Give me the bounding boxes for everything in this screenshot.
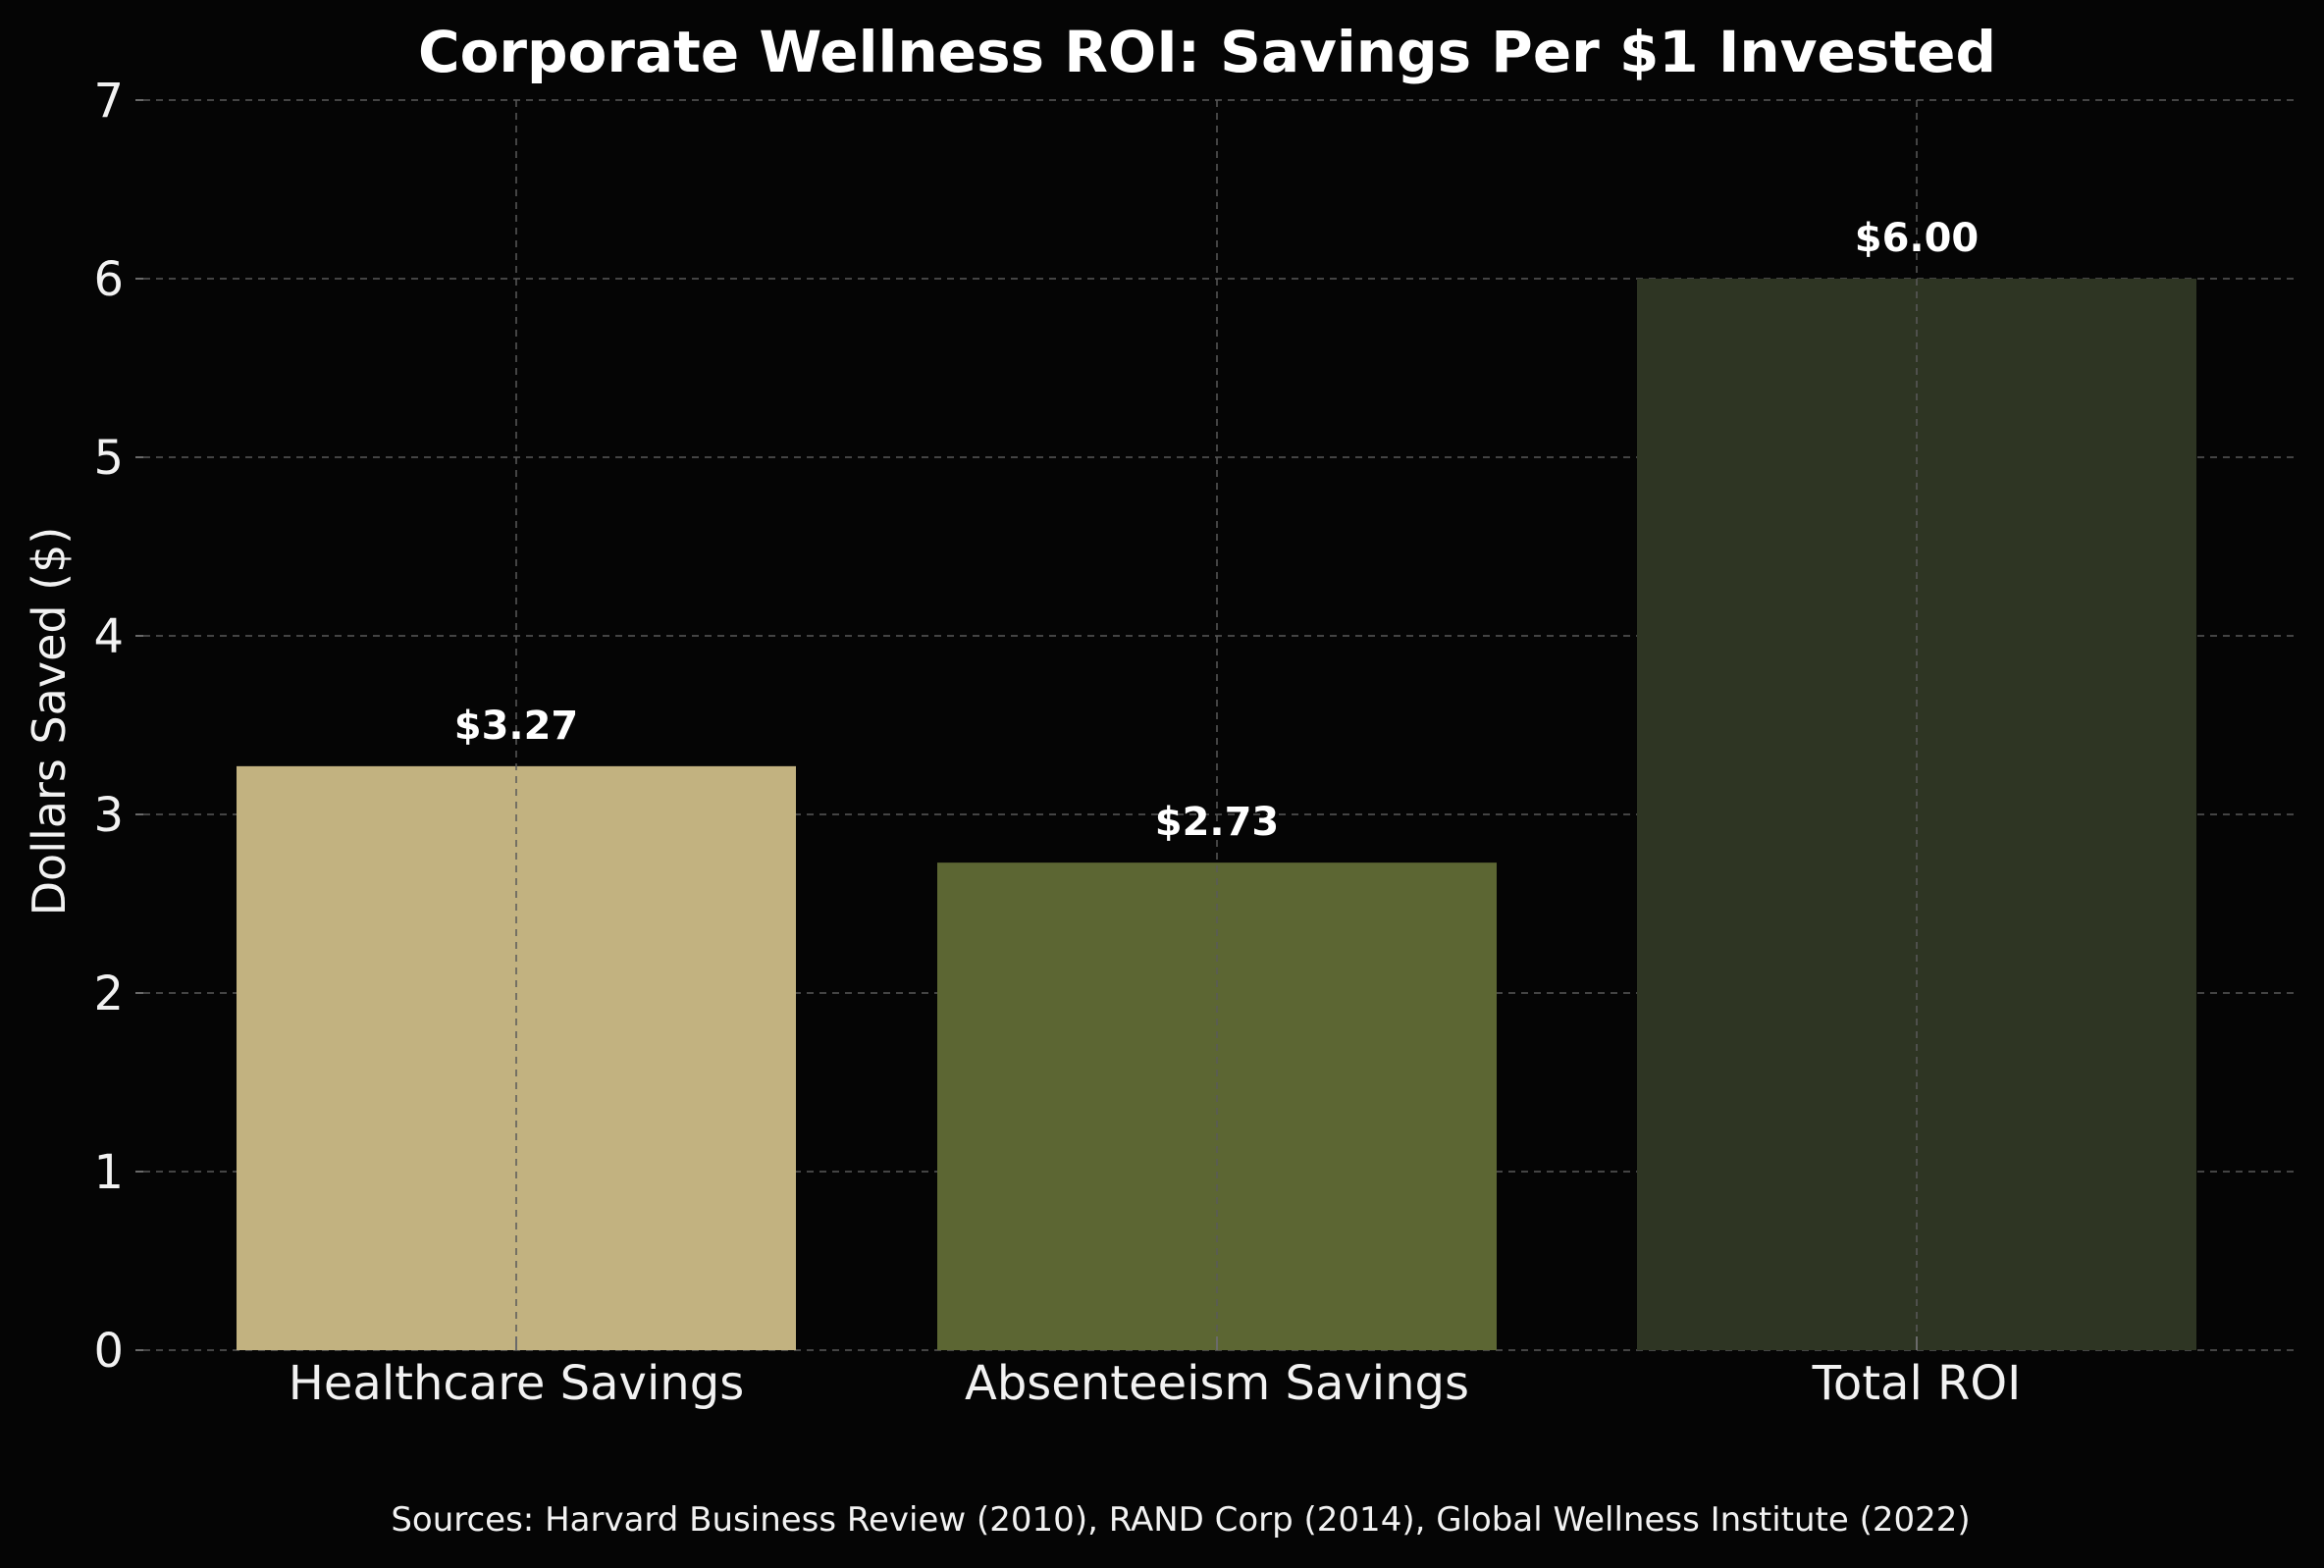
- y-tick-label-7: 7: [93, 74, 124, 129]
- axis-ticks: [135, 99, 1918, 1351]
- source-note: Sources: Harvard Business Review (2010),…: [391, 1500, 1970, 1540]
- y-tick-label-4: 4: [93, 609, 124, 664]
- y-tick-label-5: 5: [93, 431, 124, 486]
- chart-title: Corporate Wellness ROI: Savings Per $1 I…: [418, 19, 1996, 85]
- y-tick-label-2: 2: [93, 967, 124, 1021]
- x-tick-label-1: Absenteeism Savings: [965, 1356, 1469, 1411]
- y-tick-label-1: 1: [93, 1145, 124, 1200]
- bar-value-label-0: $3.27: [454, 704, 579, 749]
- x-tick-label-2: Total ROI: [1812, 1356, 2022, 1411]
- vertical-grid-lines: [515, 100, 1918, 1350]
- labels: 0 1 2 3 4 5 6 7 $3.27 Healthcare Savings $2.73 Abse…: [93, 74, 2021, 1411]
- y-tick-label-6: 6: [93, 252, 124, 307]
- y-axis-label: Dollars Saved ($): [23, 527, 76, 916]
- y-tick-label-0: 0: [93, 1324, 124, 1379]
- y-tick-label-3: 3: [93, 788, 124, 843]
- bars: [237, 279, 2196, 1350]
- bar-value-label-2: $6.00: [1855, 216, 1980, 261]
- bar-value-label-1: $2.73: [1155, 800, 1280, 845]
- x-tick-label-0: Healthcare Savings: [289, 1356, 744, 1411]
